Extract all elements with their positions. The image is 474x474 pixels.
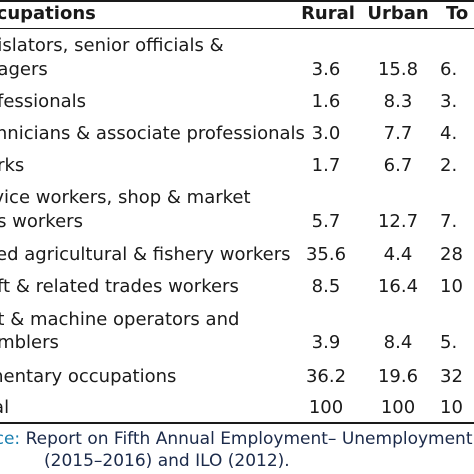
header-rule — [0, 28, 474, 29]
row-occupation-line1: ofessionals — [0, 91, 87, 112]
row-urban-value: 7.7 — [383, 123, 413, 144]
row-rural-value: 36.2 — [305, 366, 347, 387]
row-urban-value: 8.3 — [383, 91, 413, 112]
row-occupation-line1: lled agricultural & fishery workers — [0, 244, 291, 265]
row-rural-value: 35.6 — [305, 244, 347, 265]
header-urban: Urban — [367, 3, 429, 24]
row-occupation-line1: mentary occupations — [0, 366, 177, 387]
row-occupation-line1: rvice workers, shop & market — [0, 187, 251, 208]
row-occupation-line2: nagers — [0, 59, 48, 80]
source-note: rce: Report on Fifth Annual Employment– … — [0, 428, 474, 450]
row-urban-value: 12.7 — [377, 211, 419, 232]
row-total-value: 6. — [440, 59, 458, 80]
row-total-value: 5. — [440, 332, 458, 353]
row-total-value: 4. — [440, 123, 458, 144]
row-occupation-line1: erks — [0, 155, 25, 176]
row-rural-value: 1.7 — [311, 155, 341, 176]
row-rural-value: 3.9 — [311, 332, 341, 353]
row-rural-value: 100 — [308, 397, 344, 418]
row-rural-value: 3.6 — [311, 59, 341, 80]
row-urban-value: 8.4 — [383, 332, 413, 353]
source-text: Report on Fifth Annual Employment– Unemp… — [25, 429, 474, 449]
row-total-value: 10 — [440, 397, 463, 418]
row-total-value: 7. — [440, 211, 458, 232]
row-total-value: 32 — [440, 366, 463, 387]
row-total-value: 3. — [440, 91, 458, 112]
row-rural-value: 8.5 — [311, 276, 341, 297]
row-rural-value: 3.0 — [311, 123, 341, 144]
source-text-line2: (2015–2016) and ILO (2012). — [44, 451, 290, 471]
bottom-rule — [0, 422, 474, 424]
row-total-value: 2. — [440, 155, 458, 176]
top-rule — [0, 0, 474, 2]
row-occupation-line1: gislators, senior officials & — [0, 35, 224, 56]
source-label: rce: — [0, 429, 21, 449]
row-urban-value: 100 — [380, 397, 416, 418]
row-occupation-line1: nt & machine operators and — [0, 309, 240, 330]
row-total-value: 28 — [440, 244, 463, 265]
row-urban-value: 19.6 — [377, 366, 419, 387]
row-rural-value: 1.6 — [311, 91, 341, 112]
row-occupation-line2: emblers — [0, 332, 59, 353]
header-occupations: ccupations — [0, 3, 96, 24]
row-occupation-line1: aft & related trades workers — [0, 276, 239, 297]
row-urban-value: 15.8 — [377, 59, 419, 80]
header-total: To — [446, 3, 469, 24]
row-urban-value: 16.4 — [377, 276, 419, 297]
header-rural: Rural — [301, 3, 355, 24]
row-rural-value: 5.7 — [311, 211, 341, 232]
row-urban-value: 4.4 — [383, 244, 413, 265]
row-occupation-line1: chnicians & associate professionals — [0, 123, 305, 144]
row-urban-value: 6.7 — [383, 155, 413, 176]
row-occupation-line2: es workers — [0, 211, 83, 232]
row-occupation-line1: tal — [0, 397, 10, 418]
row-total-value: 10 — [440, 276, 463, 297]
